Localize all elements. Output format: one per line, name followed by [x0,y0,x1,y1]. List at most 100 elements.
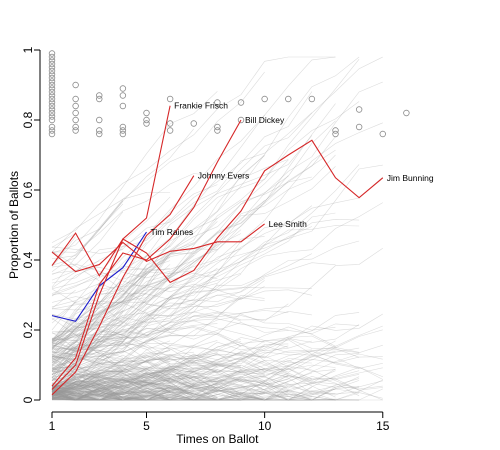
election-point [48,71,56,78]
background-trajectory-line [51,56,336,344]
background-trajectory-line [51,347,360,401]
background-trajectory-line [51,353,360,401]
election-point [96,95,103,103]
background-trajectory-line [51,369,218,401]
y-tick-label: 0.8 [21,111,35,128]
background-trajectory-line [51,382,76,392]
background-trajectory-line [51,338,360,387]
background-trajectory-line [51,322,124,348]
background-trajectory-line [51,296,289,375]
background-trajectory-line [51,246,123,254]
background-trajectory-line [51,343,383,380]
election-point [237,99,245,106]
background-trajectory-line [51,225,360,359]
background-trajectory-line [51,268,171,343]
background-trajectory-line [51,377,171,392]
background-trajectory-line [51,155,265,380]
election-point [72,95,79,103]
background-trajectory-line [51,240,360,366]
election-point [190,120,197,127]
background-trajectory-line [51,330,123,350]
election-point [143,109,150,117]
background-trajectory-line [51,353,383,401]
election-point [308,95,316,103]
background-trajectory-line [51,395,100,401]
election-point [166,120,174,127]
background-trajectory-line [51,394,76,401]
election-point [214,123,221,131]
background-trajectory-line [51,333,123,343]
election-point [48,50,56,57]
background-trajectory-line [51,256,171,295]
background-trajectory-line [51,309,124,396]
background-trajectory-line [51,388,171,401]
background-trajectory-line [51,289,76,309]
background-trajectory-line [51,341,76,360]
background-trajectory-line [51,263,218,289]
background-trajectories [51,56,383,401]
background-trajectory-line [51,379,265,401]
election-point [119,85,127,92]
background-trajectory-line [51,349,383,388]
background-trajectory-line [51,166,336,341]
election-point [48,60,56,68]
background-trajectory-line [51,114,265,350]
annotations: Frankie Frisch Bill Dickey Johnny Evers Tim… [151,101,434,237]
background-trajectory-line [51,329,383,388]
background-trajectory-line [51,341,336,394]
background-trajectory-line [51,382,171,401]
background-trajectory-line [51,388,123,401]
election-point [48,88,56,96]
background-trajectory-line [51,366,100,375]
background-trajectory-line [51,383,336,401]
background-trajectory-line [51,387,171,401]
background-trajectory-line [51,337,124,376]
background-trajectory-line [51,355,383,399]
background-trajectory-line [51,393,123,401]
background-trajectory-line [51,359,289,394]
background-trajectory-line [51,384,241,401]
background-trajectory-line [51,340,312,390]
background-trajectory-line [51,219,289,389]
background-trajectory-line [51,373,171,393]
background-trajectory-line [51,375,76,390]
background-trajectory-line [51,346,195,386]
background-trajectory-line [51,385,218,401]
background-trajectory-line [51,226,313,376]
background-trajectory-line [51,81,383,399]
background-trajectory-line [51,242,147,308]
background-trajectory-line [51,390,76,401]
background-trajectory-line [51,249,218,382]
background-trajectory-line [51,381,218,401]
election-point [355,123,363,131]
background-trajectory-line [51,365,336,401]
background-trajectory-line [51,391,289,401]
background-trajectory-line [51,378,147,401]
background-trajectory-line [51,248,242,400]
x-tick-label: 1 [49,419,56,433]
background-trajectory-line [51,149,336,339]
background-trajectory-line [51,313,383,341]
background-trajectory-line [51,361,147,394]
background-trajectory-line [51,383,100,397]
background-trajectory-line [51,307,100,357]
background-trajectory-line [51,386,147,401]
election-point [72,123,79,131]
background-trajectory-line [51,91,313,362]
background-trajectory-line [51,101,360,345]
background-trajectory-line [51,367,147,401]
election-point [96,116,103,124]
election-point [72,116,79,124]
background-trajectory-line [51,345,336,392]
background-trajectory-line [51,383,171,394]
background-trajectory-line [51,368,194,389]
background-trajectory-line [51,350,360,400]
election-point [72,127,79,134]
background-trajectory-line [51,351,336,393]
background-trajectory-line [51,375,360,401]
background-trajectory-line [51,395,123,401]
background-trajectory-line [51,376,218,393]
background-trajectory-line [51,254,147,342]
background-trajectory-line [51,365,171,401]
background-trajectory-line [51,323,218,352]
